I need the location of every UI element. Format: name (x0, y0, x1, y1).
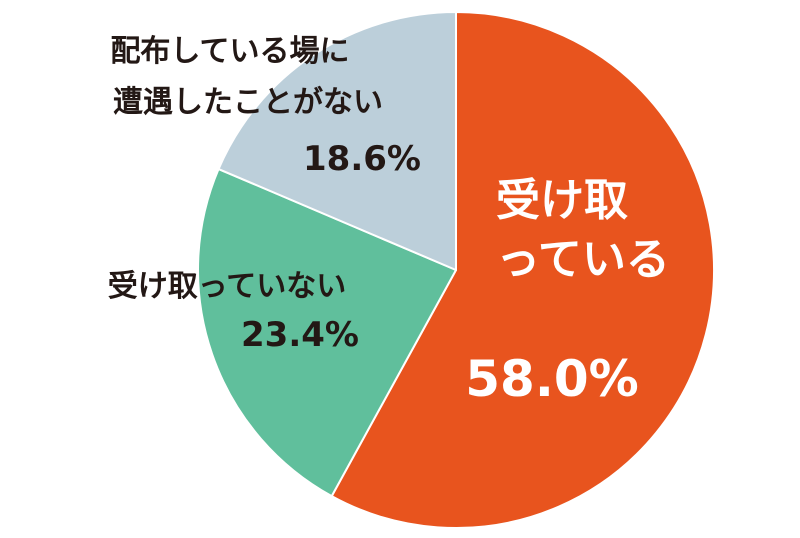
slice-label-line: 受け取 (496, 175, 628, 226)
slice-value-label: 58.0% (465, 350, 638, 408)
pie-slice-0 (330, 11, 715, 529)
slice-label-line: 受け取っていない (108, 269, 347, 304)
slice-label-line: 配布している場に (110, 34, 349, 69)
slice-value-label: 18.6% (303, 139, 421, 179)
slice-label-line: 遭遇したことがない (113, 85, 383, 120)
pie-slice-1 (197, 168, 457, 498)
pie-labels: 受け取 っている 58.0% 受け取っていない 23.4% 配布している場に 遭… (108, 34, 670, 408)
slice-value-label: 23.4% (241, 315, 359, 355)
pie-slices (197, 11, 715, 529)
pie-slice-2 (217, 11, 457, 271)
slice-label-line: っている (496, 234, 670, 285)
